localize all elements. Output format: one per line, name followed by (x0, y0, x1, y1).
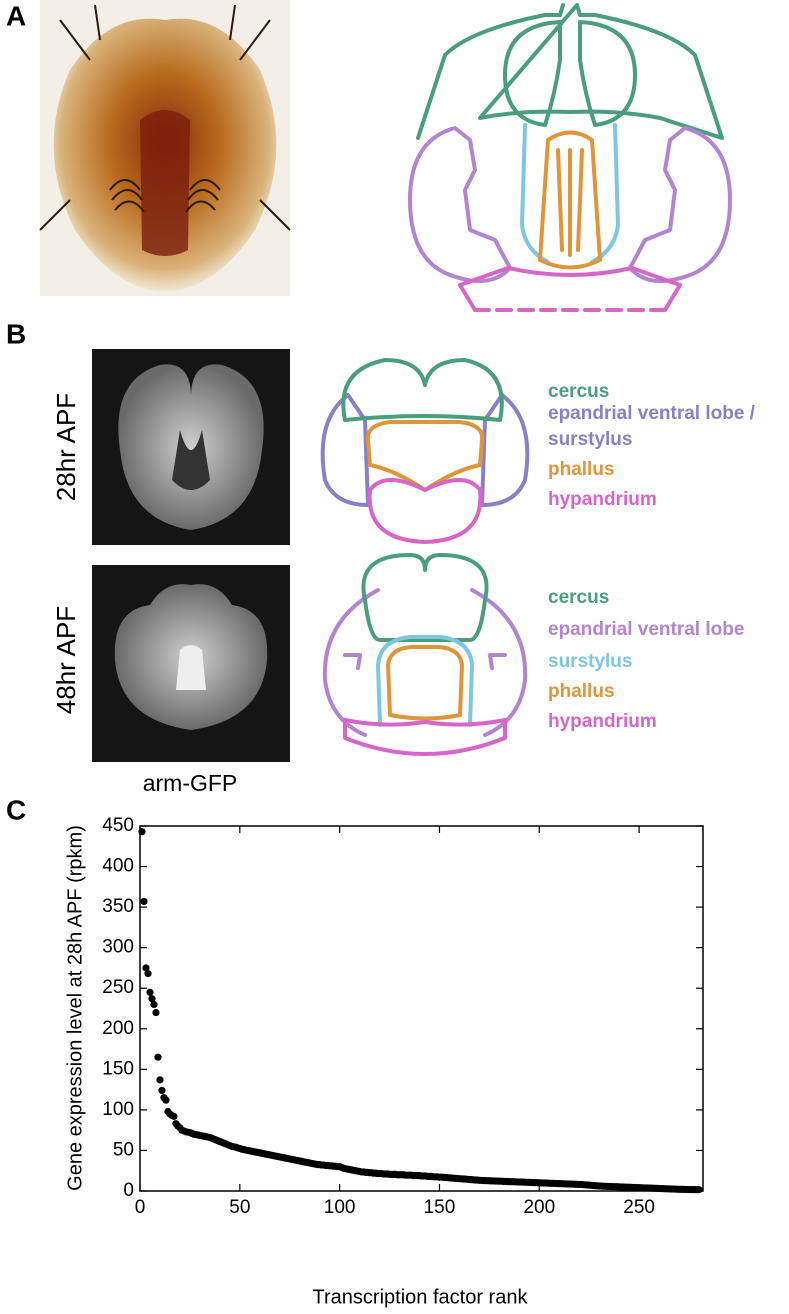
y-tick-label: 50 (113, 1139, 134, 1160)
panel-label: B (6, 318, 26, 349)
point (146, 988, 154, 996)
legend-entry: hypandrium (548, 711, 657, 732)
diagram-b1 (320, 358, 530, 544)
x-tick-label: 0 (135, 1197, 146, 1218)
micrograph (92, 349, 290, 762)
y-tick-label: 200 (102, 1018, 134, 1039)
point (138, 828, 146, 836)
plot-frame (139, 825, 704, 1192)
diagram-b2 (322, 553, 528, 756)
point (156, 1076, 164, 1084)
y-tick-label: 400 (102, 856, 134, 877)
y-tick-label: 150 (102, 1058, 134, 1079)
point (144, 970, 152, 978)
diagram-a (408, 3, 732, 312)
chart: Transcription factor rank Gene expressio… (64, 815, 704, 1308)
point (695, 1186, 703, 1194)
legend-entry: epandrial ventral lobe (548, 619, 744, 640)
point (158, 1086, 166, 1095)
y-axis-label: Gene expression level at 28h APF (rpkm) (64, 825, 86, 1191)
legend-entry: cercus (548, 381, 609, 402)
stage-label: 48hr APF (51, 606, 81, 714)
legend-entry: phallus (548, 459, 615, 480)
panel-label: C (6, 794, 26, 825)
x-tick-label: 150 (424, 1197, 456, 1218)
point (150, 1000, 158, 1009)
legend-entry: phallus (548, 681, 615, 702)
photo (39, 0, 291, 296)
y-tick-label: 350 (102, 896, 134, 917)
y-tick-label: 450 (102, 815, 134, 836)
y-tick-label: 0 (123, 1180, 134, 1201)
x-tick-label: 250 (623, 1197, 655, 1218)
point (142, 964, 150, 972)
legend-entry: cercus (548, 587, 609, 608)
point (152, 1008, 160, 1017)
point (162, 1096, 170, 1104)
point (154, 1053, 162, 1061)
y-tick-label: 300 (102, 937, 134, 958)
x-tick-label: 200 (523, 1197, 555, 1218)
y-tick-label: 100 (102, 1099, 134, 1120)
x-tick-label: 50 (229, 1197, 250, 1218)
legend-entry: surstylus (548, 429, 632, 450)
y-tick-label: 250 (102, 977, 134, 998)
x-tick-label: 100 (324, 1197, 356, 1218)
legend-entry: epandrial ventral lobe / (548, 403, 756, 424)
image-caption: arm-GFP (143, 770, 238, 796)
legend-entry: hypandrium (548, 489, 657, 510)
stage-label: 28hr APF (51, 393, 81, 501)
legend-entry: surstylus (548, 651, 632, 672)
panel-label: A (6, 0, 26, 31)
point (148, 995, 156, 1003)
point (140, 897, 148, 906)
point (170, 1112, 178, 1120)
x-axis-label: Transcription factor rank (313, 1286, 529, 1308)
